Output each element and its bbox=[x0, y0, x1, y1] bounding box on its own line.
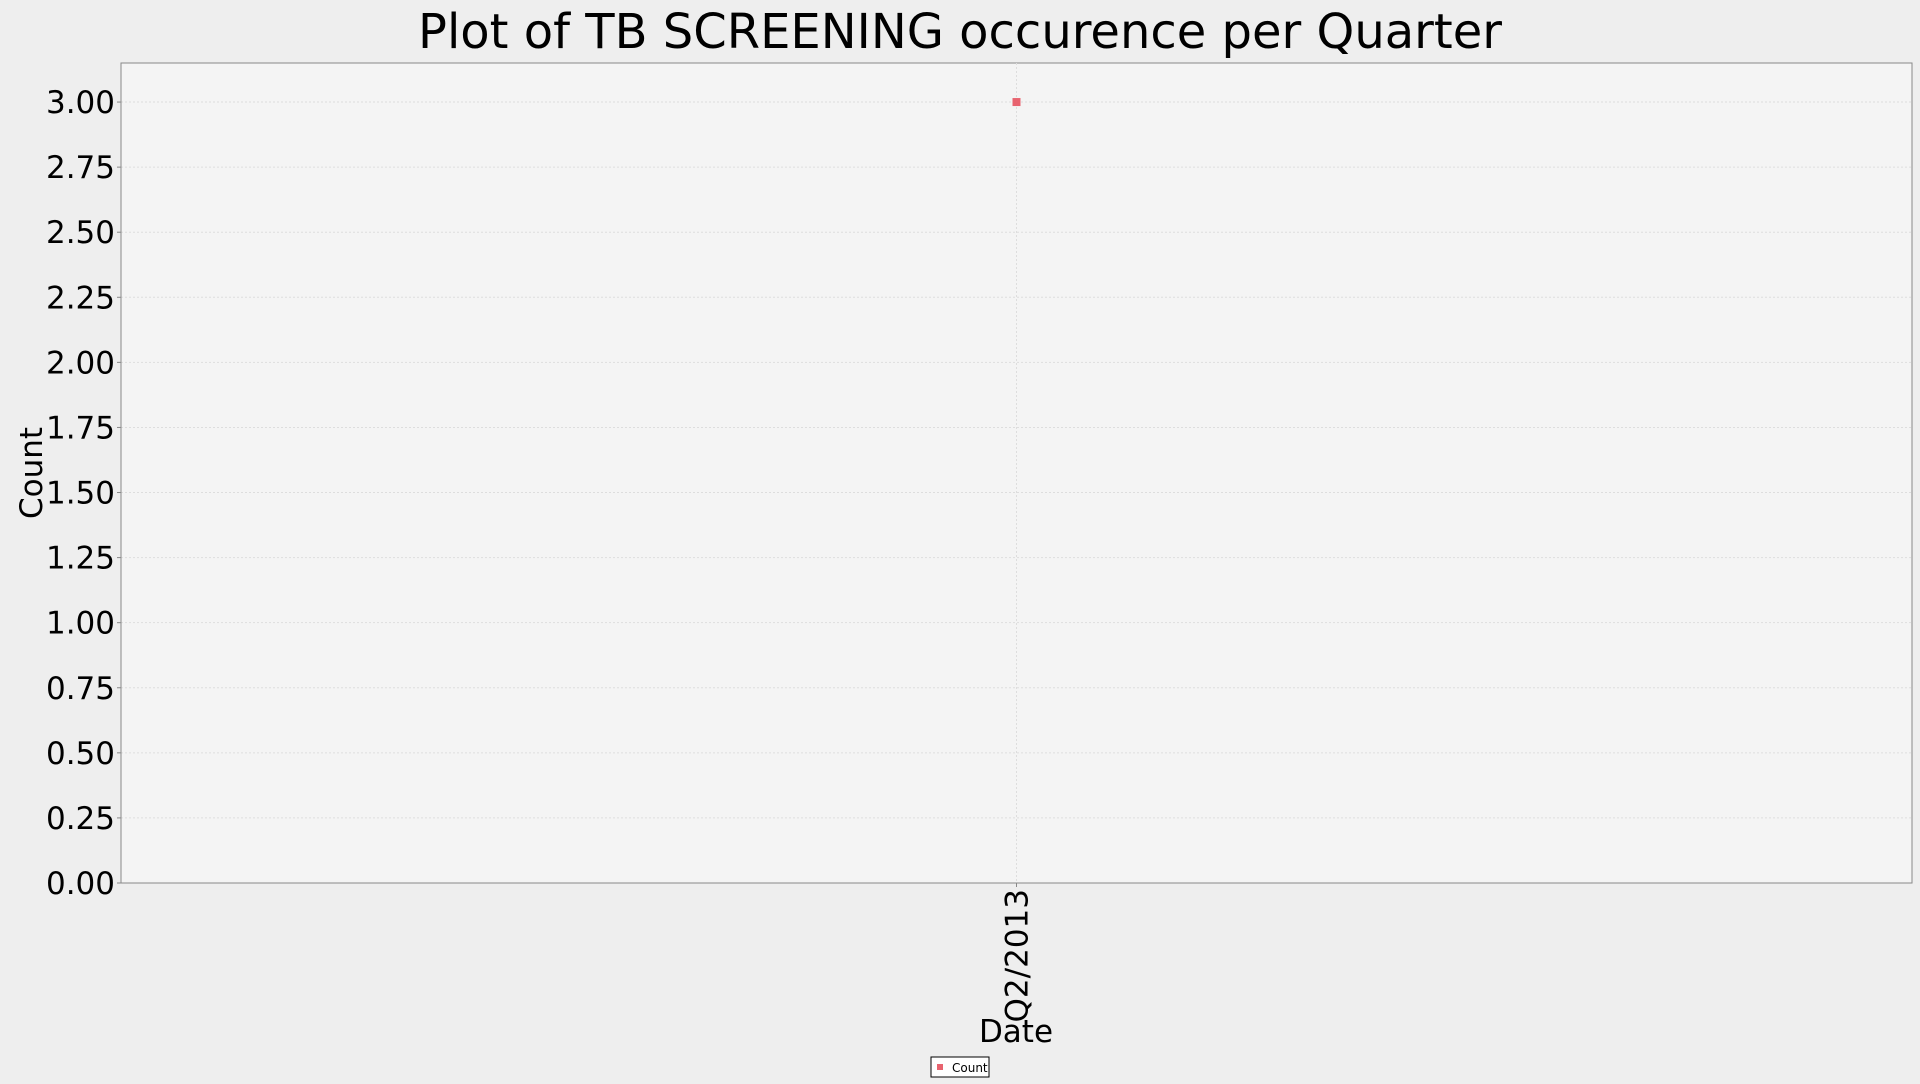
y-tick-label: 2.75 bbox=[46, 150, 115, 186]
y-tick-label: 2.25 bbox=[46, 280, 115, 316]
legend-label: Count bbox=[952, 1061, 988, 1075]
y-tick-label: 1.50 bbox=[46, 476, 115, 512]
y-tick-label: 2.00 bbox=[46, 345, 115, 381]
y-tick-label: 3.00 bbox=[46, 85, 115, 121]
x-axis-title: Date bbox=[979, 1014, 1053, 1050]
y-tick-label: 2.50 bbox=[46, 215, 115, 251]
y-tick-label: 0.25 bbox=[46, 801, 115, 837]
y-tick-label: 1.25 bbox=[46, 541, 115, 577]
x-tick-label: Q2/2013 bbox=[1000, 889, 1036, 1022]
x-axis-ticks: Q2/2013 bbox=[1000, 883, 1036, 1022]
data-points bbox=[1012, 98, 1021, 107]
legend-box bbox=[930, 1056, 990, 1078]
chart-title: Plot of TB SCREENING occurence per Quart… bbox=[418, 4, 1502, 60]
y-tick-label: 0.00 bbox=[46, 866, 115, 902]
y-axis-title: Count bbox=[14, 427, 50, 519]
y-tick-label: 1.00 bbox=[46, 606, 115, 642]
y-tick-label: 0.75 bbox=[46, 671, 115, 707]
legend-marker bbox=[937, 1064, 943, 1070]
data-point bbox=[1012, 98, 1021, 107]
legend: Count bbox=[930, 1056, 990, 1078]
y-tick-label: 0.50 bbox=[46, 736, 115, 772]
y-axis-ticks: 0.00 0.25 0.50 0.75 1.00 1.25 1.50 1.75 2.00 2.25… bbox=[46, 85, 121, 902]
y-tick-label: 1.75 bbox=[46, 410, 115, 446]
